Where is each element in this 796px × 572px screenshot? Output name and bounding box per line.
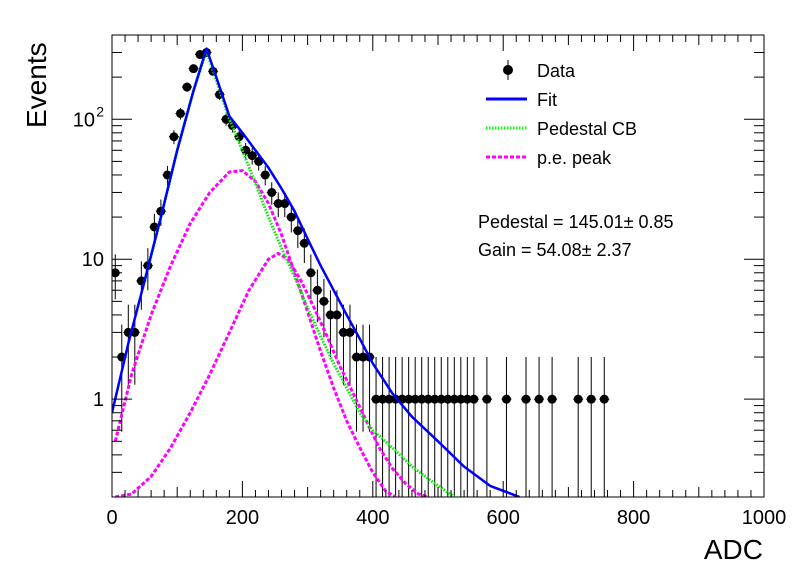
legend: Data Fit Pedestal CB p.e. peak xyxy=(486,60,637,168)
data-points-layer xyxy=(112,47,610,497)
data-point xyxy=(410,394,420,404)
legend-label-pedestal: Pedestal CB xyxy=(537,119,637,139)
data-point xyxy=(547,394,557,404)
data-point xyxy=(319,296,329,306)
data-point xyxy=(299,238,309,248)
data-point xyxy=(417,394,427,404)
y-tick-label: 1 xyxy=(93,389,104,411)
data-point xyxy=(293,226,303,236)
x-tick-label: 200 xyxy=(226,507,259,529)
y-axis-title: Events xyxy=(21,42,52,128)
legend-entry-data: Data xyxy=(503,60,576,81)
curves-layer xyxy=(112,47,520,497)
data-point xyxy=(456,394,466,404)
data-point xyxy=(378,394,388,404)
data-point xyxy=(332,310,342,320)
data-point xyxy=(469,394,479,404)
x-axis-title: ADC xyxy=(704,534,763,565)
data-point xyxy=(182,82,192,92)
data-point xyxy=(345,327,355,337)
data-point xyxy=(430,394,440,404)
data-point xyxy=(371,394,381,404)
curve-fit xyxy=(112,47,520,497)
pedestal-annotation: Pedestal = 145.01± 0.85 xyxy=(478,212,674,232)
data-point xyxy=(325,310,335,320)
y-tick-label: 10 xyxy=(82,249,104,271)
legend-label-data: Data xyxy=(537,61,576,81)
curve-pe1 xyxy=(113,169,397,497)
y-tick-label-exponent: 2 xyxy=(96,103,104,119)
legend-label-fit: Fit xyxy=(537,90,557,110)
data-point xyxy=(260,170,270,180)
data-point xyxy=(280,199,290,209)
legend-label-pe: p.e. peak xyxy=(537,148,612,168)
data-point xyxy=(175,108,185,118)
data-point xyxy=(286,212,296,222)
data-point xyxy=(352,352,361,362)
data-point xyxy=(599,394,609,404)
x-tick-label: 1000 xyxy=(742,507,787,529)
x-tick-label: 0 xyxy=(106,507,117,529)
data-point xyxy=(306,268,316,278)
data-point xyxy=(267,187,277,197)
data-point xyxy=(169,132,179,142)
data-point xyxy=(221,114,231,124)
data-point xyxy=(247,151,257,161)
data-point xyxy=(384,394,394,404)
x-tick-label: 600 xyxy=(487,507,520,529)
gain-annotation: Gain = 54.08± 2.37 xyxy=(478,240,632,260)
data-point xyxy=(449,394,459,404)
data-point xyxy=(443,394,453,404)
data-point xyxy=(586,394,596,404)
curve-pedestal xyxy=(143,49,456,497)
y-tick-label: 10 xyxy=(73,109,95,131)
data-point xyxy=(501,394,511,404)
data-point xyxy=(482,394,492,404)
data-point xyxy=(338,327,348,337)
legend-entry-pedestal: Pedestal CB xyxy=(486,119,637,139)
legend-entry-pe: p.e. peak xyxy=(486,148,612,168)
data-point xyxy=(436,394,446,404)
data-point xyxy=(534,394,544,404)
data-point xyxy=(241,145,251,155)
data-point xyxy=(312,285,322,295)
data-point xyxy=(273,199,283,209)
x-tick-label: 800 xyxy=(617,507,650,529)
data-point xyxy=(404,394,414,404)
data-point xyxy=(462,394,472,404)
data-point xyxy=(358,352,368,362)
data-point xyxy=(189,64,198,74)
legend-data-marker xyxy=(503,65,513,75)
data-point xyxy=(573,394,583,404)
x-tick-label: 400 xyxy=(356,507,389,529)
plot-frame xyxy=(111,34,765,498)
data-point xyxy=(521,394,531,404)
data-point xyxy=(423,394,433,404)
legend-entry-fit: Fit xyxy=(486,90,557,110)
